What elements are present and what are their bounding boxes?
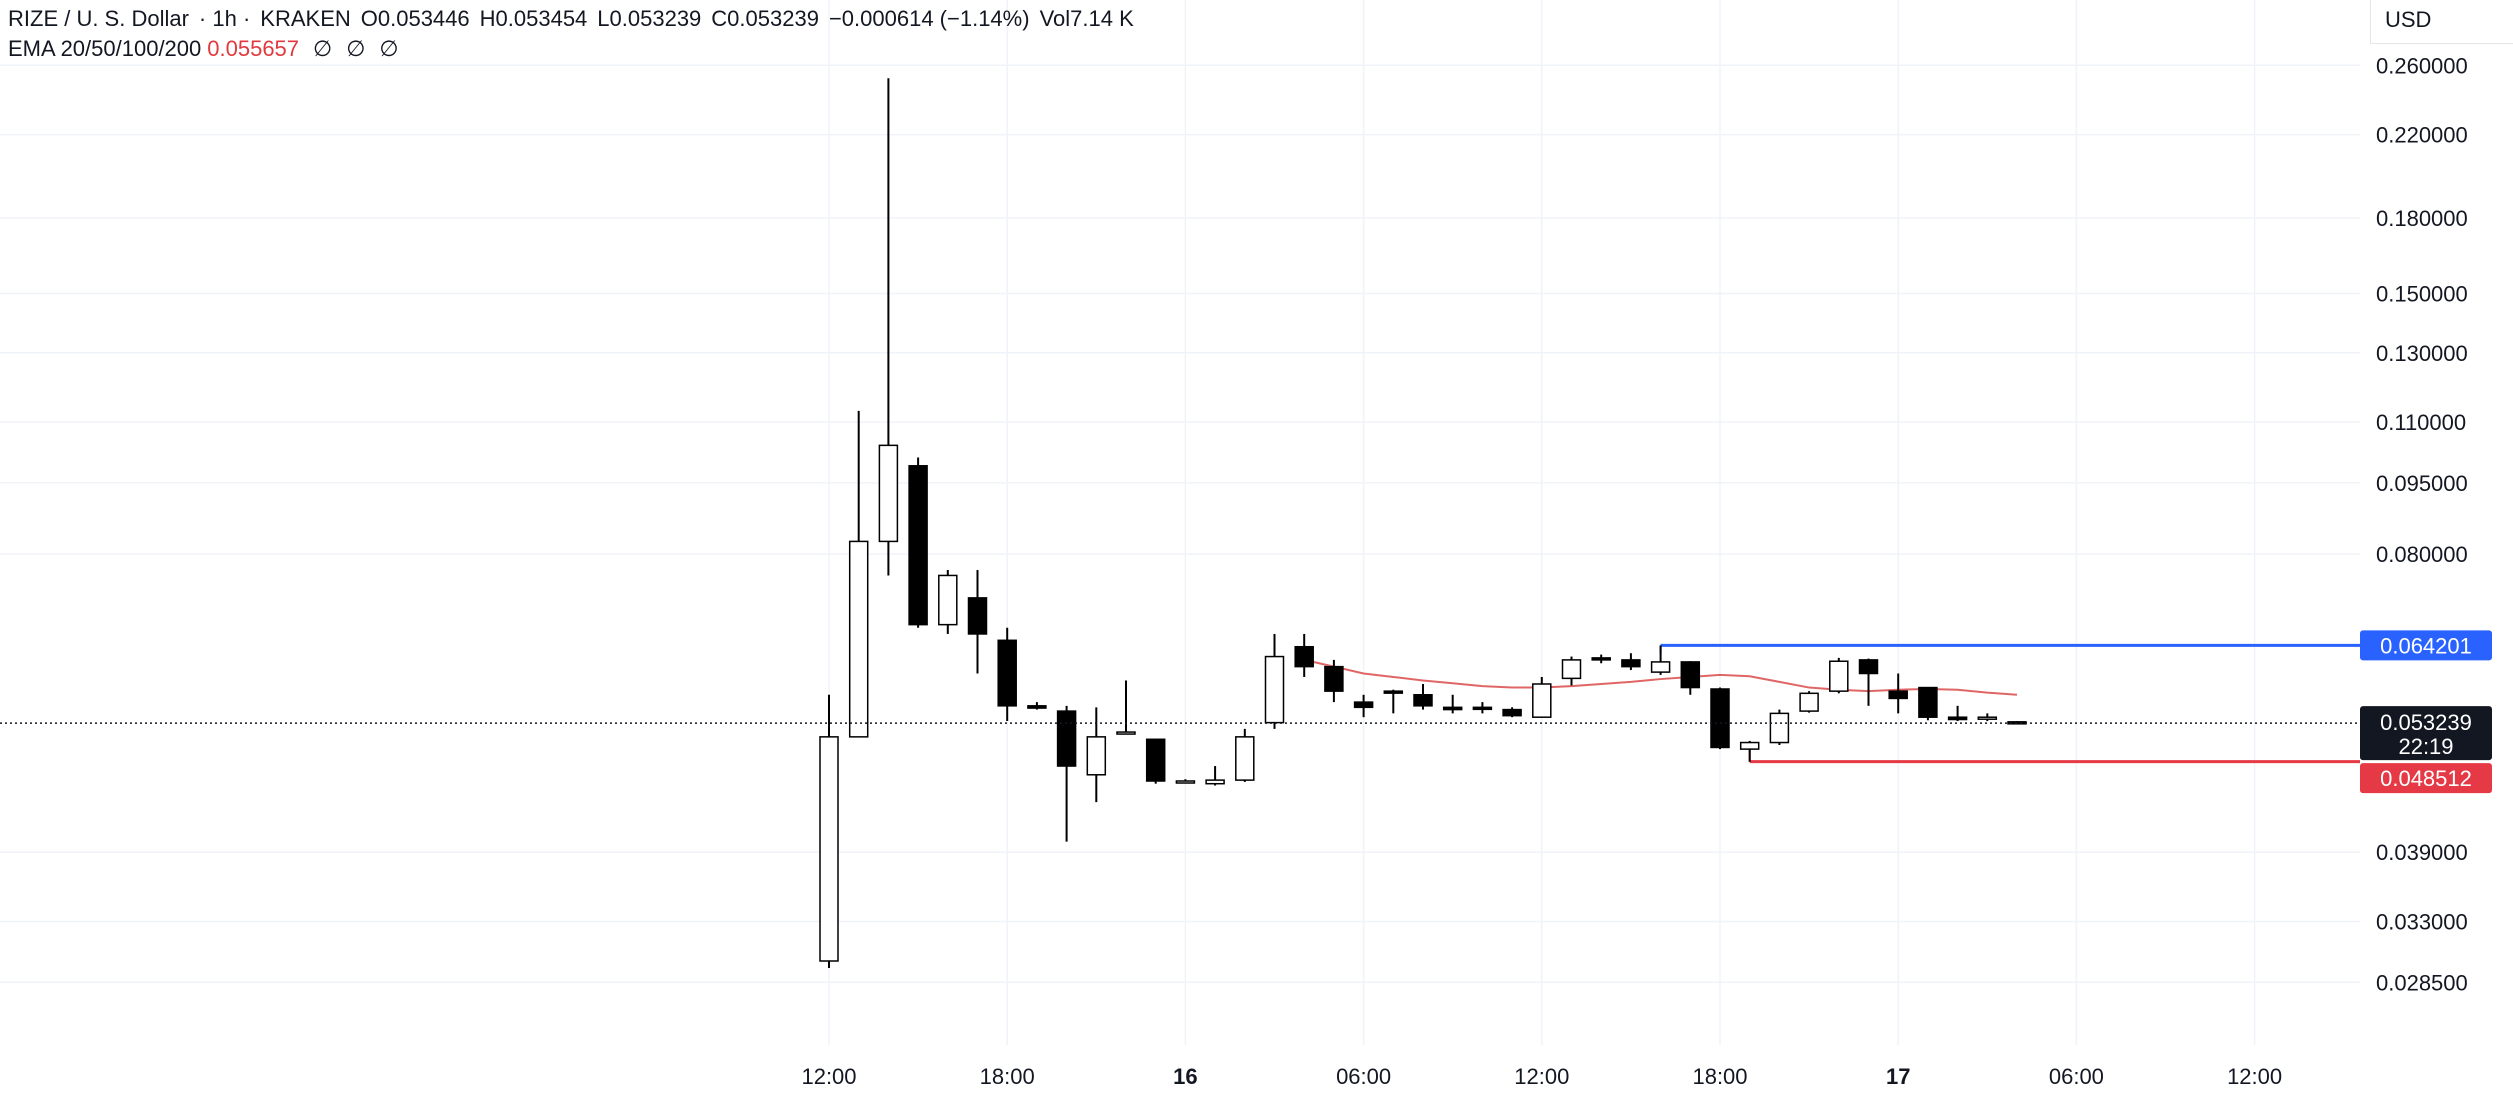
lower-level-label[interactable]: 0.048512 bbox=[2360, 763, 2492, 794]
currency-selector[interactable]: USD bbox=[2370, 0, 2513, 44]
price-tick-label: 0.080000 bbox=[2376, 542, 2468, 567]
symbol-legend: RIZE / U. S. Dollar · 1h · KRAKEN O0.053446… bbox=[8, 4, 1144, 34]
time-tick-label: 17 bbox=[1886, 1064, 1910, 1089]
candle-down bbox=[1680, 661, 1701, 689]
candle-down bbox=[1502, 708, 1522, 717]
candle-down bbox=[1413, 694, 1433, 707]
candle-down bbox=[1472, 706, 1493, 711]
time-tick-label: 12:00 bbox=[801, 1064, 856, 1089]
open-value: O0.053446 bbox=[360, 6, 470, 31]
volume-value: Vol7.14 K bbox=[1039, 6, 1134, 31]
svg-text:0.064201: 0.064201 bbox=[2380, 633, 2472, 658]
time-tick-label: 16 bbox=[1173, 1064, 1197, 1089]
candle-down bbox=[1294, 645, 1314, 668]
svg-text:0.053239: 0.053239 bbox=[2380, 710, 2472, 735]
candle-up bbox=[1116, 731, 1136, 735]
time-tick-label: 18:00 bbox=[1692, 1064, 1747, 1089]
candle-up bbox=[819, 736, 839, 962]
upper-level-label[interactable]: 0.064201 bbox=[2360, 630, 2492, 661]
candle-down bbox=[1145, 738, 1166, 782]
price-tick-label: 0.260000 bbox=[2376, 53, 2468, 78]
candle-up bbox=[1561, 659, 1582, 680]
candle-down bbox=[1353, 701, 1374, 709]
candle-down bbox=[1918, 686, 1938, 718]
price-axis-labels: 0.064201 0.053239 22:19 0.048512 bbox=[2360, 630, 2492, 794]
indicator-legend: EMA 20/50/100/200 0.055657 ∅ ∅ ∅ bbox=[8, 34, 413, 64]
candle-up bbox=[938, 574, 958, 626]
candle-up bbox=[1175, 780, 1196, 784]
candle-down bbox=[967, 597, 988, 635]
candle-up bbox=[1650, 661, 1671, 673]
vertical-gridlines bbox=[828, 0, 2256, 1045]
candle-up bbox=[1205, 779, 1225, 785]
symbol-name[interactable]: RIZE / U. S. Dollar bbox=[8, 6, 189, 31]
time-tick-label: 06:00 bbox=[2049, 1064, 2104, 1089]
exchange: KRAKEN bbox=[260, 6, 351, 31]
candle-down bbox=[1027, 705, 1047, 709]
candle-up bbox=[1235, 736, 1255, 781]
candle-down bbox=[997, 639, 1017, 707]
candlestick-series bbox=[819, 78, 2027, 968]
candle-up bbox=[1739, 741, 1760, 750]
candle-up bbox=[1799, 692, 1819, 712]
null-value-icon: ∅ bbox=[379, 36, 399, 61]
price-tick-label: 0.110000 bbox=[2376, 410, 2466, 435]
candle-down bbox=[1947, 716, 1968, 721]
time-tick-label: 18:00 bbox=[980, 1064, 1035, 1089]
null-value-icon: ∅ bbox=[313, 36, 333, 61]
price-tick-label: 0.150000 bbox=[2376, 281, 2468, 306]
price-tick-label: 0.130000 bbox=[2376, 341, 2468, 366]
candle-up bbox=[1086, 736, 1107, 776]
candle-up bbox=[1977, 716, 1998, 720]
candle-down bbox=[1324, 665, 1344, 692]
candle-down bbox=[1591, 657, 1611, 661]
time-axis-ticks: 12:00 18:00 16 06:00 12:00 18:00 17 06:00 12:00 bbox=[801, 1064, 2282, 1089]
svg-text:0.048512: 0.048512 bbox=[2380, 766, 2472, 791]
price-tick-label: 0.095000 bbox=[2376, 471, 2468, 496]
time-tick-label: 06:00 bbox=[1336, 1064, 1391, 1089]
candle-up bbox=[1769, 712, 1790, 744]
candle-down bbox=[1621, 659, 1641, 668]
interval: · 1h · bbox=[198, 6, 251, 31]
candle-down bbox=[1858, 659, 1879, 675]
time-tick-label: 12:00 bbox=[1514, 1064, 1569, 1089]
price-tick-label: 0.033000 bbox=[2376, 909, 2468, 934]
candle-down bbox=[908, 465, 928, 626]
null-value-icon: ∅ bbox=[346, 36, 366, 61]
candle-up bbox=[1532, 683, 1552, 718]
indicator-value: 0.055657 bbox=[207, 36, 300, 61]
candle-up bbox=[1829, 660, 1849, 692]
last-price-label: 0.053239 22:19 bbox=[2360, 706, 2492, 761]
candle-down bbox=[1056, 710, 1077, 767]
candle-up bbox=[848, 540, 869, 738]
price-tick-label: 0.220000 bbox=[2376, 123, 2468, 148]
close-value: C0.053239 bbox=[711, 6, 819, 31]
price-axis-ticks: 0.260000 0.220000 0.180000 0.150000 0.130000… bbox=[2376, 53, 2468, 995]
candle-down bbox=[1442, 706, 1463, 711]
horizontal-gridlines bbox=[0, 64, 2360, 984]
candle-down bbox=[1383, 690, 1404, 694]
high-value: H0.053454 bbox=[479, 6, 588, 31]
candle-down bbox=[1710, 688, 1730, 749]
price-tick-label: 0.028500 bbox=[2376, 970, 2468, 995]
candle-down bbox=[1888, 690, 1908, 700]
candle-up bbox=[878, 444, 899, 543]
low-value: L0.053239 bbox=[597, 6, 702, 31]
indicator-label[interactable]: EMA 20/50/100/200 bbox=[8, 36, 202, 61]
price-tick-label: 0.039000 bbox=[2376, 840, 2468, 865]
time-tick-label: 12:00 bbox=[2227, 1064, 2282, 1089]
price-tick-label: 0.180000 bbox=[2376, 206, 2468, 231]
change-value: −0.000614 (−1.14%) bbox=[828, 6, 1030, 31]
svg-text:22:19: 22:19 bbox=[2398, 734, 2453, 759]
candle-up bbox=[1264, 655, 1285, 724]
